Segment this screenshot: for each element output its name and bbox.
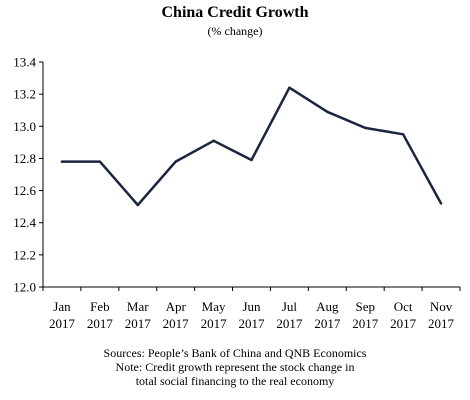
y-tick-label: 12.2 xyxy=(13,247,36,262)
y-tick-label: 12.8 xyxy=(13,151,36,166)
note-line-1: Note: Credit growth represent the stock … xyxy=(115,360,355,374)
x-tick-label-month: Jul xyxy=(282,299,298,314)
data-point xyxy=(60,160,64,163)
y-tick-label: 13.0 xyxy=(13,119,36,134)
chart-title: China Credit Growth xyxy=(161,4,309,21)
x-axis: Jan 2017 Feb 2017 Mar 2017 Apr 2017 May 2017 Jun 20… xyxy=(42,286,461,331)
x-tick-label-month: Mar xyxy=(127,299,149,314)
x-tick-label-year: 2017 xyxy=(49,316,76,331)
data-point xyxy=(439,202,443,205)
chart-subtitle: (% change) xyxy=(207,24,263,38)
data-point xyxy=(288,86,291,89)
x-tick-label-month: Oct xyxy=(394,299,413,314)
x-tick-label-year: 2017 xyxy=(87,316,114,331)
y-tick-label: 12.0 xyxy=(13,280,36,295)
data-point xyxy=(212,139,215,142)
series-group xyxy=(60,86,443,207)
chart-notes: Sources: People’s Bank of China and QNB … xyxy=(0,346,470,388)
x-tick-label-month: Jan xyxy=(53,299,71,314)
y-axis: 12.0 12.2 12.4 12.6 12.8 13.0 13.2 13.4 xyxy=(13,55,44,295)
note-line-2: total social financing to the real econo… xyxy=(135,374,335,388)
x-tick-label-year: 2017 xyxy=(239,316,266,331)
x-tick-label-month: Sep xyxy=(355,299,375,314)
series-line xyxy=(60,86,443,207)
x-tick-label-year: 2017 xyxy=(163,316,190,331)
x-tick-label-year: 2017 xyxy=(201,316,228,331)
y-tick-label: 13.4 xyxy=(13,55,36,70)
x-tick-label-year: 2017 xyxy=(314,316,341,331)
x-tick-label-month: Feb xyxy=(90,299,110,314)
data-point xyxy=(364,126,367,130)
sources-text: Sources: People’s Bank of China and QNB … xyxy=(103,346,367,360)
x-tick-label-year: 2017 xyxy=(390,316,417,331)
x-tick-label-month: Apr xyxy=(166,299,187,314)
y-tick-label: 12.4 xyxy=(13,215,36,230)
x-tick-label-year: 2017 xyxy=(352,316,379,331)
y-tick-label: 13.2 xyxy=(13,87,36,102)
x-tick-label-year: 2017 xyxy=(276,316,303,331)
data-point xyxy=(136,203,139,207)
x-tick-label-month: Jun xyxy=(242,299,261,314)
data-point xyxy=(401,133,405,136)
x-tick-label-month: Aug xyxy=(316,299,339,314)
x-tick-label-year: 2017 xyxy=(125,316,152,331)
y-tick-label: 12.6 xyxy=(13,183,36,198)
x-tick-label-month: Nov xyxy=(430,299,453,314)
x-tick-label-year: 2017 xyxy=(428,316,455,331)
data-point xyxy=(250,158,253,162)
data-point xyxy=(174,160,177,163)
data-point xyxy=(326,110,329,114)
x-tick-label-month: May xyxy=(202,299,226,314)
data-point xyxy=(98,160,102,163)
